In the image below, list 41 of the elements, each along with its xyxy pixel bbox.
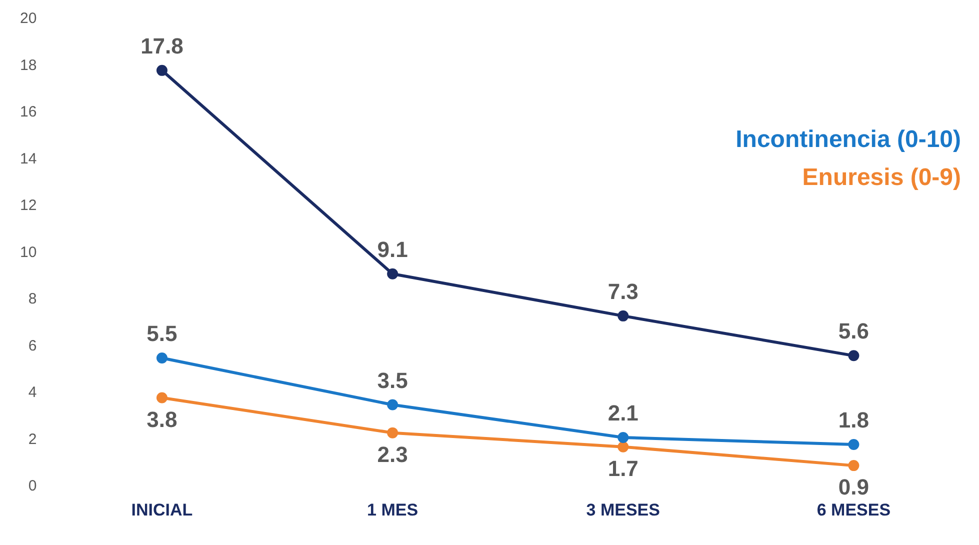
data-label: 9.1: [377, 236, 408, 262]
data-label: 5.6: [838, 318, 870, 344]
y-tick-label: 8: [28, 290, 37, 308]
point: [387, 427, 398, 438]
y-tick-label: 20: [20, 10, 37, 28]
data-label: 5.5: [146, 321, 178, 346]
data-label: 3.5: [377, 368, 408, 393]
point: [156, 352, 168, 364]
data-label: 2.1: [608, 400, 638, 426]
y-tick-label: 16: [20, 104, 37, 121]
y-tick-label: 10: [20, 244, 37, 261]
point: [848, 439, 860, 450]
text: Enuresis (0-9): [802, 164, 961, 192]
y-tick-label: 14: [20, 150, 37, 168]
y-tick-label: 12: [20, 197, 37, 214]
point: [618, 441, 629, 452]
y-tick-label: 2: [28, 430, 37, 448]
x-tick-label: 6 MESES: [816, 500, 891, 520]
data-label: 3.8: [146, 406, 178, 432]
data-label: 7.3: [608, 278, 638, 304]
data-label: 2.3: [377, 442, 408, 467]
point: [848, 350, 860, 362]
y-tick-label: 18: [20, 56, 37, 74]
point: [387, 268, 398, 280]
point: [848, 460, 860, 472]
data-label: 17.8: [140, 34, 184, 58]
x-tick-label: 1 MES: [367, 500, 418, 520]
point: [618, 310, 629, 322]
x-tick-label: 3 MESES: [586, 500, 660, 520]
y-tick-label: 4: [28, 384, 37, 402]
point: [387, 399, 398, 410]
point: [156, 392, 168, 404]
point: [618, 432, 629, 443]
data-label: 1.7: [608, 456, 638, 481]
point: [156, 64, 168, 76]
data-label: 0.9: [838, 474, 870, 500]
y-tick-label: 0: [28, 478, 37, 495]
text: Incontinencia (0-10): [736, 126, 961, 154]
x-tick-label: INICIAL: [131, 500, 193, 520]
data-label: 1.8: [838, 408, 870, 433]
y-tick-label: 6: [28, 337, 37, 354]
